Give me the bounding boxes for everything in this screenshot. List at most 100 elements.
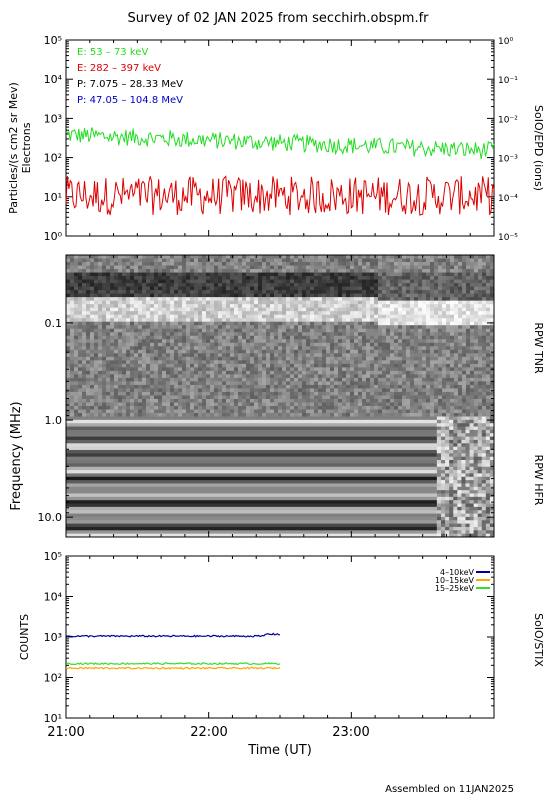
tnr-pixel <box>130 311 135 316</box>
tnr-pixel <box>450 293 455 298</box>
tnr-pixel <box>342 356 347 361</box>
tnr-pixel <box>334 311 339 316</box>
tnr-pixel <box>146 335 151 340</box>
tnr-pixel <box>314 297 319 302</box>
tnr-pixel <box>290 300 295 305</box>
tnr-pixel <box>170 370 175 375</box>
tnr-pixel <box>406 265 411 270</box>
tnr-pixel <box>274 346 279 351</box>
tnr-pixel <box>426 332 431 337</box>
tnr-pixel <box>74 346 79 351</box>
tnr-pixel <box>210 353 215 358</box>
tnr-pixel <box>66 321 71 326</box>
tnr-pixel <box>218 391 223 396</box>
tnr-pixel <box>118 332 123 337</box>
tnr-pixel <box>382 311 387 316</box>
tnr-pixel <box>174 381 179 386</box>
tnr-pixel <box>254 398 259 403</box>
tnr-pixel <box>238 279 243 284</box>
tnr-pixel <box>258 367 263 372</box>
tnr-pixel <box>426 286 431 291</box>
tnr-pixel <box>82 297 87 302</box>
tnr-pixel <box>106 269 111 274</box>
tnr-pixel <box>374 374 379 379</box>
tnr-pixel <box>170 255 175 260</box>
tnr-pixel <box>66 363 71 368</box>
tnr-pixel <box>230 293 235 298</box>
tnr-pixel <box>234 272 239 277</box>
tnr-pixel <box>462 325 467 330</box>
tnr-pixel <box>242 356 247 361</box>
tnr-pixel <box>242 395 247 400</box>
tnr-pixel <box>446 398 451 403</box>
tnr-pixel <box>222 384 227 389</box>
tnr-pixel <box>466 314 471 319</box>
tnr-pixel <box>198 258 203 263</box>
tnr-pixel <box>130 279 135 284</box>
tnr-pixel <box>406 328 411 333</box>
tnr-pixel <box>362 391 367 396</box>
tnr-pixel <box>114 262 119 267</box>
tnr-pixel <box>482 349 487 354</box>
tnr-pixel <box>186 314 191 319</box>
tnr-pixel <box>302 398 307 403</box>
tnr-pixel <box>414 374 419 379</box>
tnr-pixel <box>314 367 319 372</box>
tnr-pixel <box>298 346 303 351</box>
tnr-pixel <box>402 311 407 316</box>
tnr-pixel <box>110 339 115 344</box>
tnr-pixel <box>442 321 447 326</box>
tnr-pixel <box>90 262 95 267</box>
tnr-pixel <box>358 321 363 326</box>
tnr-pixel <box>258 398 263 403</box>
tnr-pixel <box>290 328 295 333</box>
tnr-pixel <box>370 269 375 274</box>
tnr-pixel <box>154 332 159 337</box>
tnr-pixel <box>154 290 159 295</box>
tnr-pixel <box>338 409 343 414</box>
tnr-pixel <box>278 269 283 274</box>
tnr-pixel <box>146 363 151 368</box>
tnr-pixel <box>454 335 459 340</box>
tnr-pixel <box>214 279 219 284</box>
tnr-pixel <box>70 265 75 270</box>
tnr-pixel <box>386 262 391 267</box>
tnr-pixel <box>302 272 307 277</box>
tnr-pixel <box>278 297 283 302</box>
tnr-pixel <box>134 332 139 337</box>
tnr-pixel <box>306 335 311 340</box>
tnr-pixel <box>298 398 303 403</box>
tnr-pixel <box>110 255 115 260</box>
tnr-pixel <box>362 300 367 305</box>
tnr-pixel <box>426 398 431 403</box>
tnr-pixel <box>362 304 367 309</box>
tnr-pixel <box>190 346 195 351</box>
tnr-pixel <box>266 265 271 270</box>
tnr-pixel <box>350 328 355 333</box>
tnr-pixel <box>154 381 159 386</box>
tnr-pixel <box>338 293 343 298</box>
tnr-pixel <box>114 269 119 274</box>
tnr-pixel <box>190 342 195 347</box>
tnr-pixel <box>146 283 151 288</box>
tnr-pixel <box>98 405 103 410</box>
tnr-pixel <box>110 398 115 403</box>
tnr-pixel <box>270 335 275 340</box>
tnr-pixel <box>346 325 351 330</box>
tnr-pixel <box>98 349 103 354</box>
tnr-pixel <box>74 325 79 330</box>
tnr-pixel <box>366 360 371 365</box>
tnr-pixel <box>250 276 255 281</box>
tnr-pixel <box>402 356 407 361</box>
tnr-pixel <box>274 318 279 323</box>
tnr-pixel <box>122 321 127 326</box>
tnr-pixel <box>238 367 243 372</box>
tnr-pixel <box>342 311 347 316</box>
tnr-pixel <box>194 395 199 400</box>
tnr-pixel <box>266 398 271 403</box>
tnr-pixel <box>446 353 451 358</box>
tnr-pixel <box>274 339 279 344</box>
tnr-pixel <box>226 335 231 340</box>
tnr-pixel <box>98 353 103 358</box>
tnr-pixel <box>382 314 387 319</box>
